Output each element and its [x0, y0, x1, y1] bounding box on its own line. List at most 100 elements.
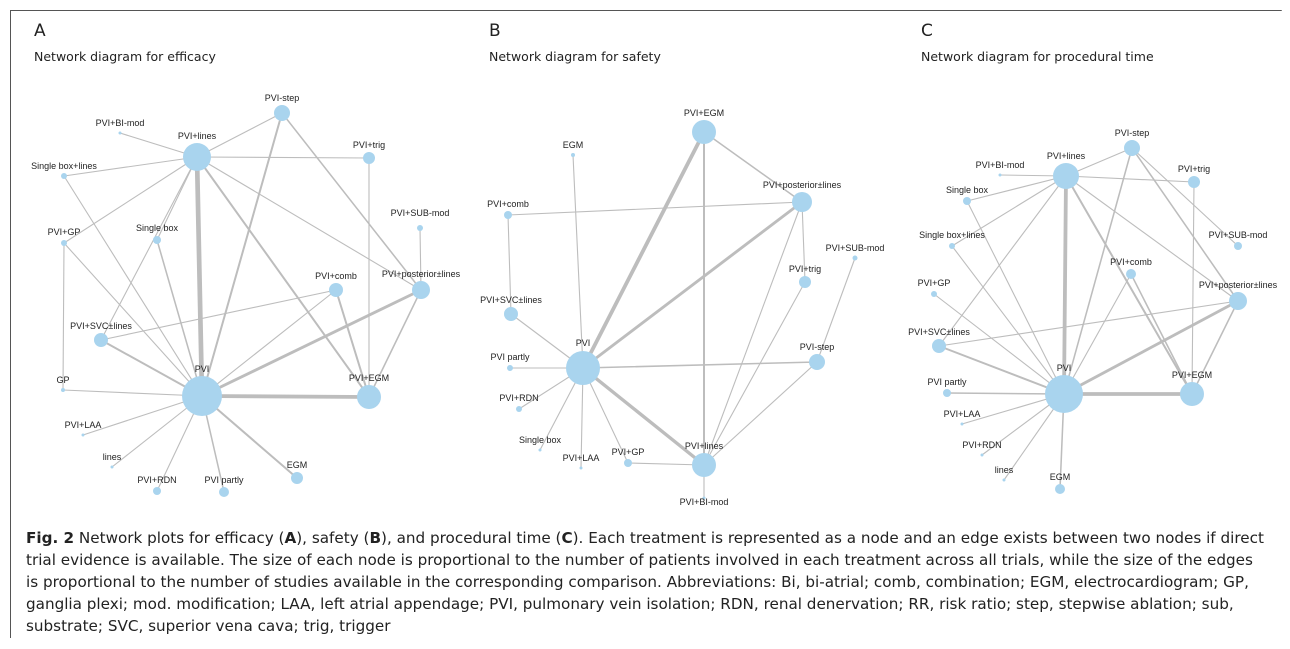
edge-pvi-to-pvi-step [201, 112, 283, 397]
node-label-pviplus-comb: PVI+comb [315, 271, 357, 281]
node-label-pviplus-comb: PVI+comb [487, 199, 529, 209]
edge-pvi-to-egm [201, 395, 298, 479]
caption-part: ). Each treatment is represented as a no… [26, 529, 1264, 635]
edge-pviplus-lines-to-single-boxplus-lines [63, 156, 198, 177]
edge-pvi-to-pviplus-gp [63, 242, 203, 397]
edges-group [62, 112, 423, 493]
node-pvi [566, 351, 600, 385]
node-pvi-partly [507, 365, 513, 371]
edge-pviplus-posteriorpmlines-to-pviplus-lines [703, 201, 803, 466]
node-label-pviplus-gp: PVI+GP [48, 227, 81, 237]
node-label-pviplus-gp: PVI+GP [612, 447, 645, 457]
node-label-pviplus-posteriorpmlines: PVI+posterior±lines [382, 269, 461, 279]
panel-b-network: PVI+EGM EGM PVI+posterior±lines PVI+comb PVI… [480, 108, 884, 507]
edge-pviplus-lines-to-pviplus-svcpmlines [100, 156, 198, 341]
node-label-pviplus-posteriorpmlines: PVI+posterior±lines [1199, 280, 1278, 290]
node-pviplus-egm [692, 120, 716, 144]
node-label-pviplus-svcpmlines: PVI+SVC±lines [908, 327, 970, 337]
node-label-pvi-partly: PVI partly [204, 475, 244, 485]
panel-c-letter: C [921, 21, 933, 41]
node-label-pviplus-comb: PVI+comb [1110, 257, 1152, 267]
node-pviplus-gp [931, 291, 937, 297]
node-label-pviplus-svcpmlines: PVI+SVC±lines [70, 321, 132, 331]
edge-pviplus-comb-to-pviplus-posteriorpmlines [507, 201, 803, 216]
panel-a-title: Network diagram for efficacy [34, 49, 216, 64]
node-label-pviplus-trig: PVI+trig [1178, 164, 1210, 174]
panel-a-letter: A [34, 21, 46, 41]
edge-pviplus-lines-to-pviplus-trig [1065, 175, 1195, 183]
node-pviplus-rdn [980, 453, 984, 457]
figure-label: Fig. 2 [26, 529, 75, 547]
edge-pviplus-gp-to-pviplus-lines [627, 462, 705, 466]
nodes-group: PVI+EGM EGM PVI+posterior±lines PVI+comb PVI… [480, 108, 884, 507]
node-pvi-step [274, 105, 290, 121]
edge-pvi-step-to-pviplus-posteriorpmlines [281, 112, 422, 291]
node-pvi-step [809, 354, 825, 370]
node-label-pviplus-lines: PVI+lines [178, 131, 217, 141]
node-pviplus-sub-mod [417, 225, 423, 231]
edge-pvi-to-pviplus-lines [581, 366, 706, 467]
edge-pvi-to-pviplus-posteriorpmlines [581, 200, 804, 370]
frame-top-border [10, 10, 1282, 11]
edge-pviplus-lines-to-pviplus-posteriorpmlines [196, 156, 422, 291]
node-label-pviplus-laa: PVI+LAA [563, 453, 600, 463]
edge-pvi-to-pviplus-comb [201, 289, 337, 397]
panel-c-network: PVI-step PVI+BI-mod PVI+lines PVI+trig Singl… [908, 128, 1278, 494]
node-label-pviplus-trig: PVI+trig [789, 264, 821, 274]
edge-pvi-to-pvi-partly [946, 392, 1065, 395]
node-pviplus-svcpmlines [504, 307, 518, 321]
node-pviplus-lines [183, 143, 211, 171]
node-label-pvi: PVI [576, 338, 591, 348]
edge-pviplus-svcpmlines-to-pviplus-posteriorpmlines [938, 300, 1239, 347]
node-pviplus-trig [1188, 176, 1200, 188]
edge-pviplus-lines-to-pviplus-trig [196, 156, 370, 159]
node-pvi-partly [219, 487, 229, 497]
node-label-pvi-step: PVI-step [800, 342, 835, 352]
node-label-pviplus-sub-mod: PVI+SUB-mod [826, 243, 885, 253]
edge-pviplus-lines-to-pviplus-gp [63, 156, 198, 244]
edge-pviplus-posteriorpmlines-to-pviplus-egm [1191, 300, 1239, 395]
node-single-boxplus-lines [949, 243, 955, 249]
node-label-pvi-partly: PVI partly [490, 352, 530, 362]
edge-pvi-to-pviplus-egm [581, 130, 706, 370]
node-pviplus-posteriorpmlines [412, 281, 430, 299]
node-gp [61, 388, 65, 392]
edge-pviplus-lines-to-pviplus-svcpmlines [938, 175, 1067, 347]
panel-a-network: PVI-step PVI+BI-mod PVI+lines PVI+trig Singl… [31, 93, 461, 497]
edge-pvi-to-pviplus-egm [200, 394, 371, 399]
edge-pviplus-posteriorpmlines-to-pviplus-egm [368, 289, 422, 398]
node-pviplus-svcpmlines [932, 339, 946, 353]
node-label-pviplus-rdn: PVI+RDN [137, 475, 176, 485]
node-pviplus-laa [579, 466, 583, 470]
edges-group [933, 147, 1240, 490]
node-label-pviplus-svcpmlines: PVI+SVC±lines [480, 295, 542, 305]
caption-part: Network plots for efficacy ( [74, 529, 285, 547]
node-lines [1002, 478, 1006, 482]
node-label-pviplus-egm: PVI+EGM [349, 373, 389, 383]
node-label-pviplus-lines: PVI+lines [1047, 151, 1086, 161]
node-label-pviplus-gp: PVI+GP [918, 278, 951, 288]
node-pvi [1045, 375, 1083, 413]
edge-pviplus-comb-to-pviplus-svcpmlines [100, 289, 337, 341]
node-label-egm: EGM [563, 140, 584, 150]
node-label-lines: lines [103, 452, 122, 462]
edge-pviplus-lines-to-single-box [966, 175, 1067, 202]
edge-pviplus-lines-to-single-boxplus-lines [951, 175, 1067, 247]
edge-pvi-to-pviplus-svcpmlines [938, 345, 1065, 395]
figure-caption: Fig. 2 Network plots for efficacy (A), s… [26, 527, 1266, 637]
node-label-pviplus-trig: PVI+trig [353, 140, 385, 150]
node-egm [291, 472, 303, 484]
edge-pviplus-gp-to-gp [62, 242, 65, 391]
edge-pvi-step-to-pviplus-posteriorpmlines [1131, 147, 1239, 302]
node-label-gp: GP [56, 375, 69, 385]
node-label-pviplus-laa: PVI+LAA [944, 409, 981, 419]
node-single-box [963, 197, 971, 205]
node-label-pviplus-lines: PVI+lines [685, 441, 724, 451]
node-pviplus-lines [1053, 163, 1079, 189]
edge-pvi-step-to-pviplus-lines [703, 361, 818, 466]
node-label-pviplus-bi-mod: PVI+BI-mod [976, 160, 1025, 170]
nodes-group: PVI-step PVI+BI-mod PVI+lines PVI+trig Singl… [31, 93, 461, 497]
node-label-single-boxplus-lines: Single box+lines [919, 230, 985, 240]
edge-pviplus-lines-to-pviplus-egm [1065, 175, 1193, 395]
caption-part: B [369, 529, 382, 547]
